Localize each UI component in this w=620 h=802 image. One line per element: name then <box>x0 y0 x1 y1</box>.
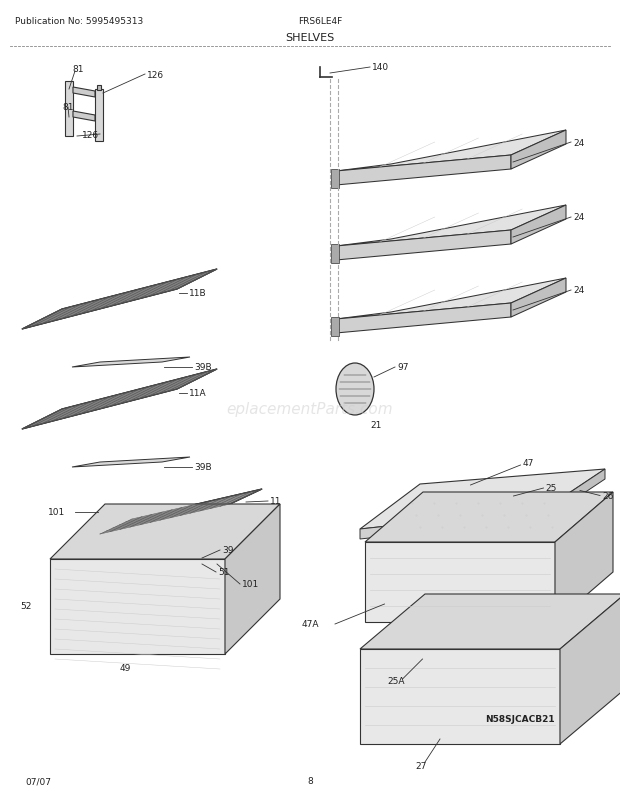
Polygon shape <box>331 318 339 337</box>
Text: 39: 39 <box>222 546 234 555</box>
Polygon shape <box>560 594 620 744</box>
Text: 47: 47 <box>523 459 534 468</box>
Polygon shape <box>336 156 511 186</box>
Text: 49: 49 <box>120 664 131 673</box>
Text: 24: 24 <box>573 286 584 295</box>
Polygon shape <box>22 370 217 429</box>
Polygon shape <box>225 504 280 654</box>
Text: SHELVES: SHELVES <box>285 33 335 43</box>
Polygon shape <box>65 82 73 137</box>
Text: 97: 97 <box>397 363 409 372</box>
Polygon shape <box>50 504 280 559</box>
Polygon shape <box>555 492 613 622</box>
Polygon shape <box>511 131 566 170</box>
Text: 101: 101 <box>242 580 259 589</box>
Text: 26: 26 <box>602 492 613 500</box>
Polygon shape <box>360 594 620 649</box>
Text: 27: 27 <box>415 762 427 771</box>
Text: 140: 140 <box>372 63 389 72</box>
Polygon shape <box>72 457 190 468</box>
Text: 11: 11 <box>270 497 281 506</box>
Text: N58SJCACB21: N58SJCACB21 <box>485 715 555 723</box>
Text: 11B: 11B <box>189 290 206 298</box>
Text: 07/07: 07/07 <box>25 776 51 785</box>
Text: 11A: 11A <box>189 389 206 398</box>
Polygon shape <box>100 489 262 534</box>
Polygon shape <box>130 554 222 563</box>
Polygon shape <box>336 131 566 172</box>
Text: 24: 24 <box>573 138 584 148</box>
Polygon shape <box>360 509 545 539</box>
Text: eplacementParts.com: eplacementParts.com <box>227 402 393 417</box>
Text: 21: 21 <box>370 421 381 430</box>
Polygon shape <box>331 170 339 188</box>
Text: 81: 81 <box>72 66 84 75</box>
Polygon shape <box>331 245 339 264</box>
Polygon shape <box>365 492 613 542</box>
Polygon shape <box>73 88 95 98</box>
Polygon shape <box>365 542 555 622</box>
Text: FRS6LE4F: FRS6LE4F <box>298 18 342 26</box>
Text: 39B: 39B <box>194 363 211 372</box>
Text: 39B: 39B <box>194 463 211 472</box>
Polygon shape <box>336 278 566 320</box>
Text: 25A: 25A <box>388 677 405 686</box>
Polygon shape <box>545 469 605 520</box>
Polygon shape <box>511 206 566 245</box>
Polygon shape <box>97 86 101 91</box>
Text: 52: 52 <box>20 602 32 611</box>
Polygon shape <box>72 358 190 367</box>
Text: 126: 126 <box>82 132 99 140</box>
Text: 81: 81 <box>62 103 74 112</box>
Text: Publication No: 5995495313: Publication No: 5995495313 <box>15 18 143 26</box>
Polygon shape <box>73 111 95 122</box>
Polygon shape <box>336 206 566 247</box>
Polygon shape <box>336 304 511 334</box>
Polygon shape <box>336 231 511 261</box>
Text: 101: 101 <box>48 508 65 516</box>
Polygon shape <box>50 559 225 654</box>
Text: 8: 8 <box>307 776 313 785</box>
Polygon shape <box>360 649 560 744</box>
Polygon shape <box>95 90 103 142</box>
Text: 47A: 47A <box>302 620 319 629</box>
Text: 126: 126 <box>147 71 164 79</box>
Text: 24: 24 <box>573 213 584 222</box>
Polygon shape <box>360 469 605 529</box>
Text: 25: 25 <box>546 484 557 493</box>
Polygon shape <box>511 278 566 318</box>
Polygon shape <box>22 269 217 330</box>
Text: 51: 51 <box>218 568 229 577</box>
Ellipse shape <box>336 363 374 415</box>
